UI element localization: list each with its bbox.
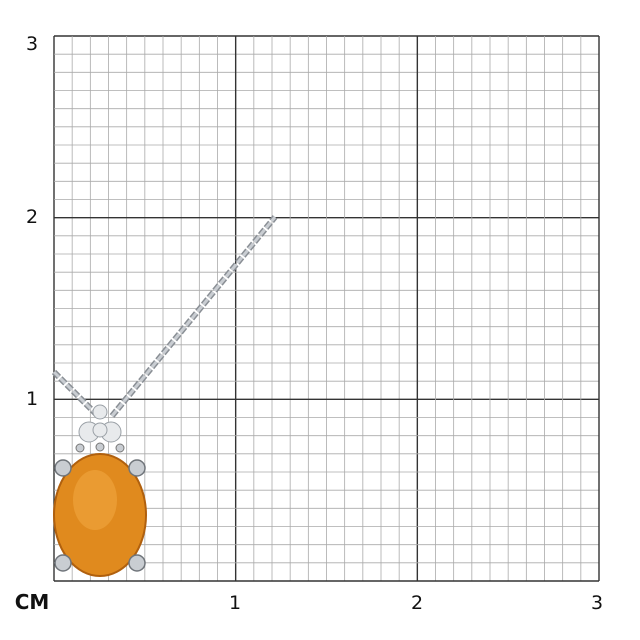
- y-label-3: 3: [25, 33, 39, 55]
- y-label-1: 1: [25, 388, 39, 410]
- prong: [54, 459, 72, 477]
- prong: [75, 443, 85, 453]
- x-label-3: 3: [590, 592, 604, 614]
- prong: [115, 443, 125, 453]
- chain-left: [52, 370, 98, 416]
- gem-highlight: [73, 470, 117, 530]
- x-label-1: 1: [228, 592, 242, 614]
- prong: [128, 554, 146, 572]
- prong: [128, 459, 146, 477]
- chain-right: [110, 216, 277, 417]
- x-label-2: 2: [410, 592, 424, 614]
- y-label-2: 2: [25, 206, 39, 228]
- prong: [54, 554, 72, 572]
- unit-label: CM: [14, 590, 50, 614]
- diamond-stone: [92, 422, 108, 438]
- diamond-stone: [92, 404, 108, 420]
- prong: [95, 442, 105, 452]
